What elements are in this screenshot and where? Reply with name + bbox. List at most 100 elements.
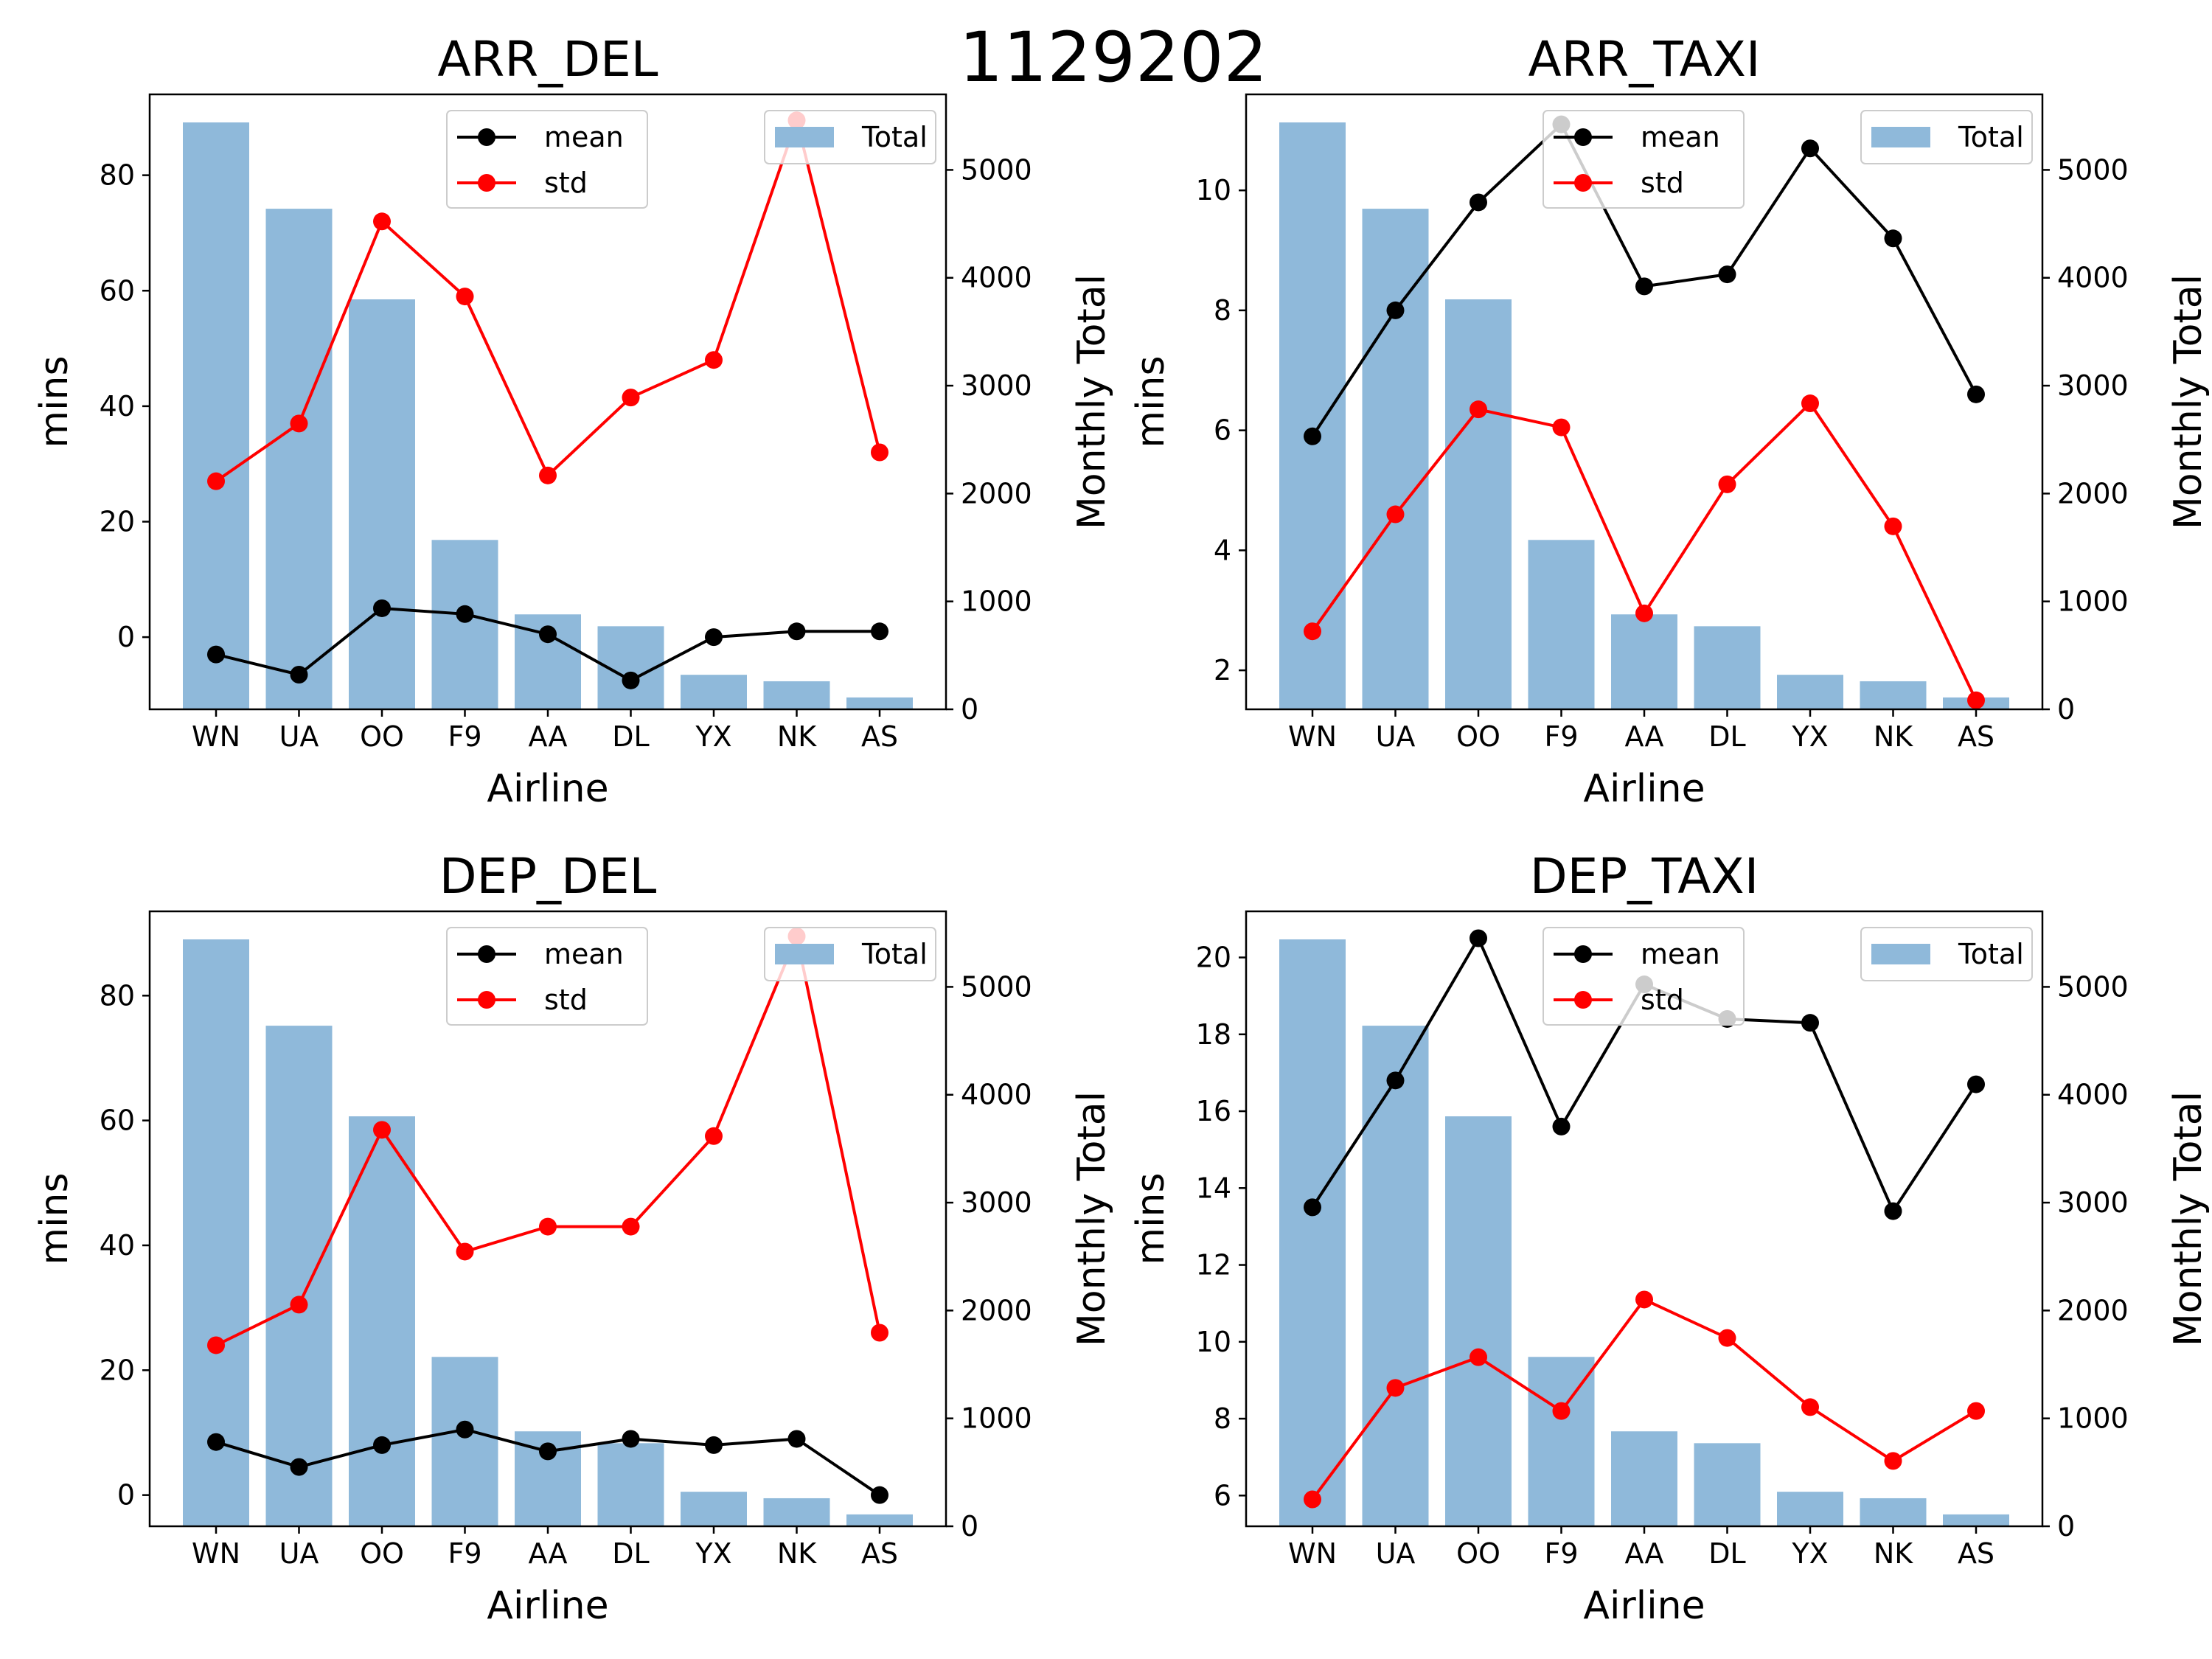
y-tick-label: 4 <box>1214 534 1231 566</box>
legend-marker-mean <box>1574 128 1592 146</box>
bar-wn <box>183 122 249 709</box>
bar-wn <box>1279 939 1346 1526</box>
bar-wn <box>1279 122 1346 709</box>
bar-as <box>1943 1514 2009 1526</box>
point-std-dl <box>622 389 640 407</box>
legend-swatch-total <box>775 127 834 147</box>
y-tick-label: 40 <box>100 1229 135 1262</box>
bar-ua <box>1362 1026 1429 1526</box>
legend-marker-std <box>1574 991 1592 1009</box>
point-std-yx <box>705 1127 723 1145</box>
legend-label-std: std <box>544 984 588 1016</box>
x-tick-label: YX <box>1791 720 1828 753</box>
y-tick-label: 14 <box>1196 1172 1231 1204</box>
point-std-f9 <box>456 288 474 306</box>
point-mean-wn <box>207 645 225 664</box>
point-mean-aa <box>1635 277 1653 296</box>
legend-bars <box>764 110 936 164</box>
point-mean-as <box>1967 385 1985 403</box>
bar-wn <box>183 939 249 1526</box>
bar-oo <box>349 299 415 709</box>
x-tick-label: F9 <box>448 720 481 753</box>
legend-label-total: Total <box>861 938 928 970</box>
y-axis-label: mins <box>1129 1172 1173 1265</box>
legend-bars <box>764 927 936 981</box>
legend-label-mean: mean <box>544 121 624 153</box>
subplot-dep-taxi: WN UA OO F9 AA DL YX NK AS 6 8 10 12 14 16 18 20 0 1000 200… <box>1129 848 2211 1628</box>
y2-axis-label: Monthly Total <box>2166 274 2211 529</box>
y2-tick-label: 1000 <box>2057 1402 2129 1435</box>
y-tick-label: 0 <box>117 1479 135 1512</box>
point-mean-yx <box>1801 1014 1819 1032</box>
point-mean-as <box>1967 1075 1985 1093</box>
point-mean-dl <box>1718 265 1736 284</box>
y-tick-label: 8 <box>1214 1402 1231 1435</box>
x-tick-label: OO <box>1456 1537 1500 1570</box>
x-tick-label: NK <box>1874 720 1913 753</box>
point-mean-nk <box>787 622 806 641</box>
legend-marker-std <box>478 174 495 192</box>
y2-tick-label: 1000 <box>961 1402 1032 1435</box>
bar-ua <box>1362 209 1429 709</box>
bar-ua <box>265 1026 333 1526</box>
point-std-dl <box>622 1217 640 1236</box>
y2-tick-label: 0 <box>2057 693 2075 726</box>
x-tick-label: OO <box>360 720 404 753</box>
legend-swatch-total <box>1871 944 1930 964</box>
subplot-arr-taxi: WN UA OO F9 AA DL YX NK AS 2 4 6 8 10 0 1000 2000 3000 400… <box>1129 31 2211 811</box>
point-std-as <box>1967 691 1985 709</box>
point-std-as <box>1967 1402 1985 1420</box>
x-tick-label: AA <box>528 1537 567 1570</box>
point-mean-oo <box>373 599 391 617</box>
bar-f9 <box>431 1357 498 1526</box>
point-mean-aa <box>539 625 557 644</box>
point-std-aa <box>1635 1290 1653 1309</box>
y2-tick-label: 4000 <box>961 262 1032 294</box>
point-std-yx <box>1801 1398 1819 1416</box>
point-std-f9 <box>456 1242 474 1261</box>
x-tick-label: UA <box>1376 720 1416 753</box>
point-mean-wn <box>1304 1198 1321 1217</box>
x-tick-label: F9 <box>1544 1537 1578 1570</box>
point-mean-wn <box>207 1433 225 1451</box>
y2-tick-label: 0 <box>961 693 978 726</box>
x-tick-label: AS <box>1958 1537 1994 1570</box>
y2-tick-label: 0 <box>961 1510 978 1543</box>
point-std-oo <box>1470 400 1487 419</box>
point-std-yx <box>705 351 723 369</box>
legend-marker-mean <box>478 128 495 146</box>
x-tick-label: DL <box>612 1537 649 1570</box>
x-tick-label: YX <box>695 720 731 753</box>
y-tick-label: 0 <box>117 621 135 653</box>
legend-label-mean: mean <box>544 938 624 970</box>
point-std-as <box>871 443 888 462</box>
legend-bars <box>1860 927 2033 981</box>
x-tick-label: AS <box>1958 720 1994 753</box>
y-axis-label: mins <box>32 1172 77 1265</box>
point-mean-aa <box>539 1442 557 1461</box>
legend-label-total: Total <box>1958 121 2024 153</box>
point-std-dl <box>1718 475 1736 493</box>
legend-label-mean: mean <box>1641 121 1720 153</box>
x-tick-label: NK <box>777 720 817 753</box>
y2-tick-label: 3000 <box>961 1186 1032 1219</box>
y2-tick-label: 4000 <box>961 1079 1032 1111</box>
chart-title: DEP_DEL <box>439 848 657 905</box>
x-axis-label: Airline <box>1583 767 1705 811</box>
y2-tick-label: 2000 <box>961 477 1032 509</box>
point-mean-oo <box>1470 929 1487 947</box>
x-tick-label: DL <box>1708 1537 1745 1570</box>
point-std-f9 <box>1552 418 1571 437</box>
point-mean-dl <box>622 671 640 689</box>
y2-axis-label: Monthly Total <box>1070 274 1114 529</box>
bar-f9 <box>431 540 498 709</box>
chart-title: ARR_TAXI <box>1528 31 1761 88</box>
bar-nk <box>763 681 830 709</box>
bar-nk <box>1860 681 1927 709</box>
x-tick-label: WN <box>192 720 240 753</box>
point-mean-yx <box>705 1436 723 1454</box>
point-std-ua <box>1386 505 1405 524</box>
y2-tick-label: 2000 <box>2057 477 2129 509</box>
y2-axis-label: Monthly Total <box>2166 1091 2211 1346</box>
y-tick-label: 20 <box>100 505 135 538</box>
